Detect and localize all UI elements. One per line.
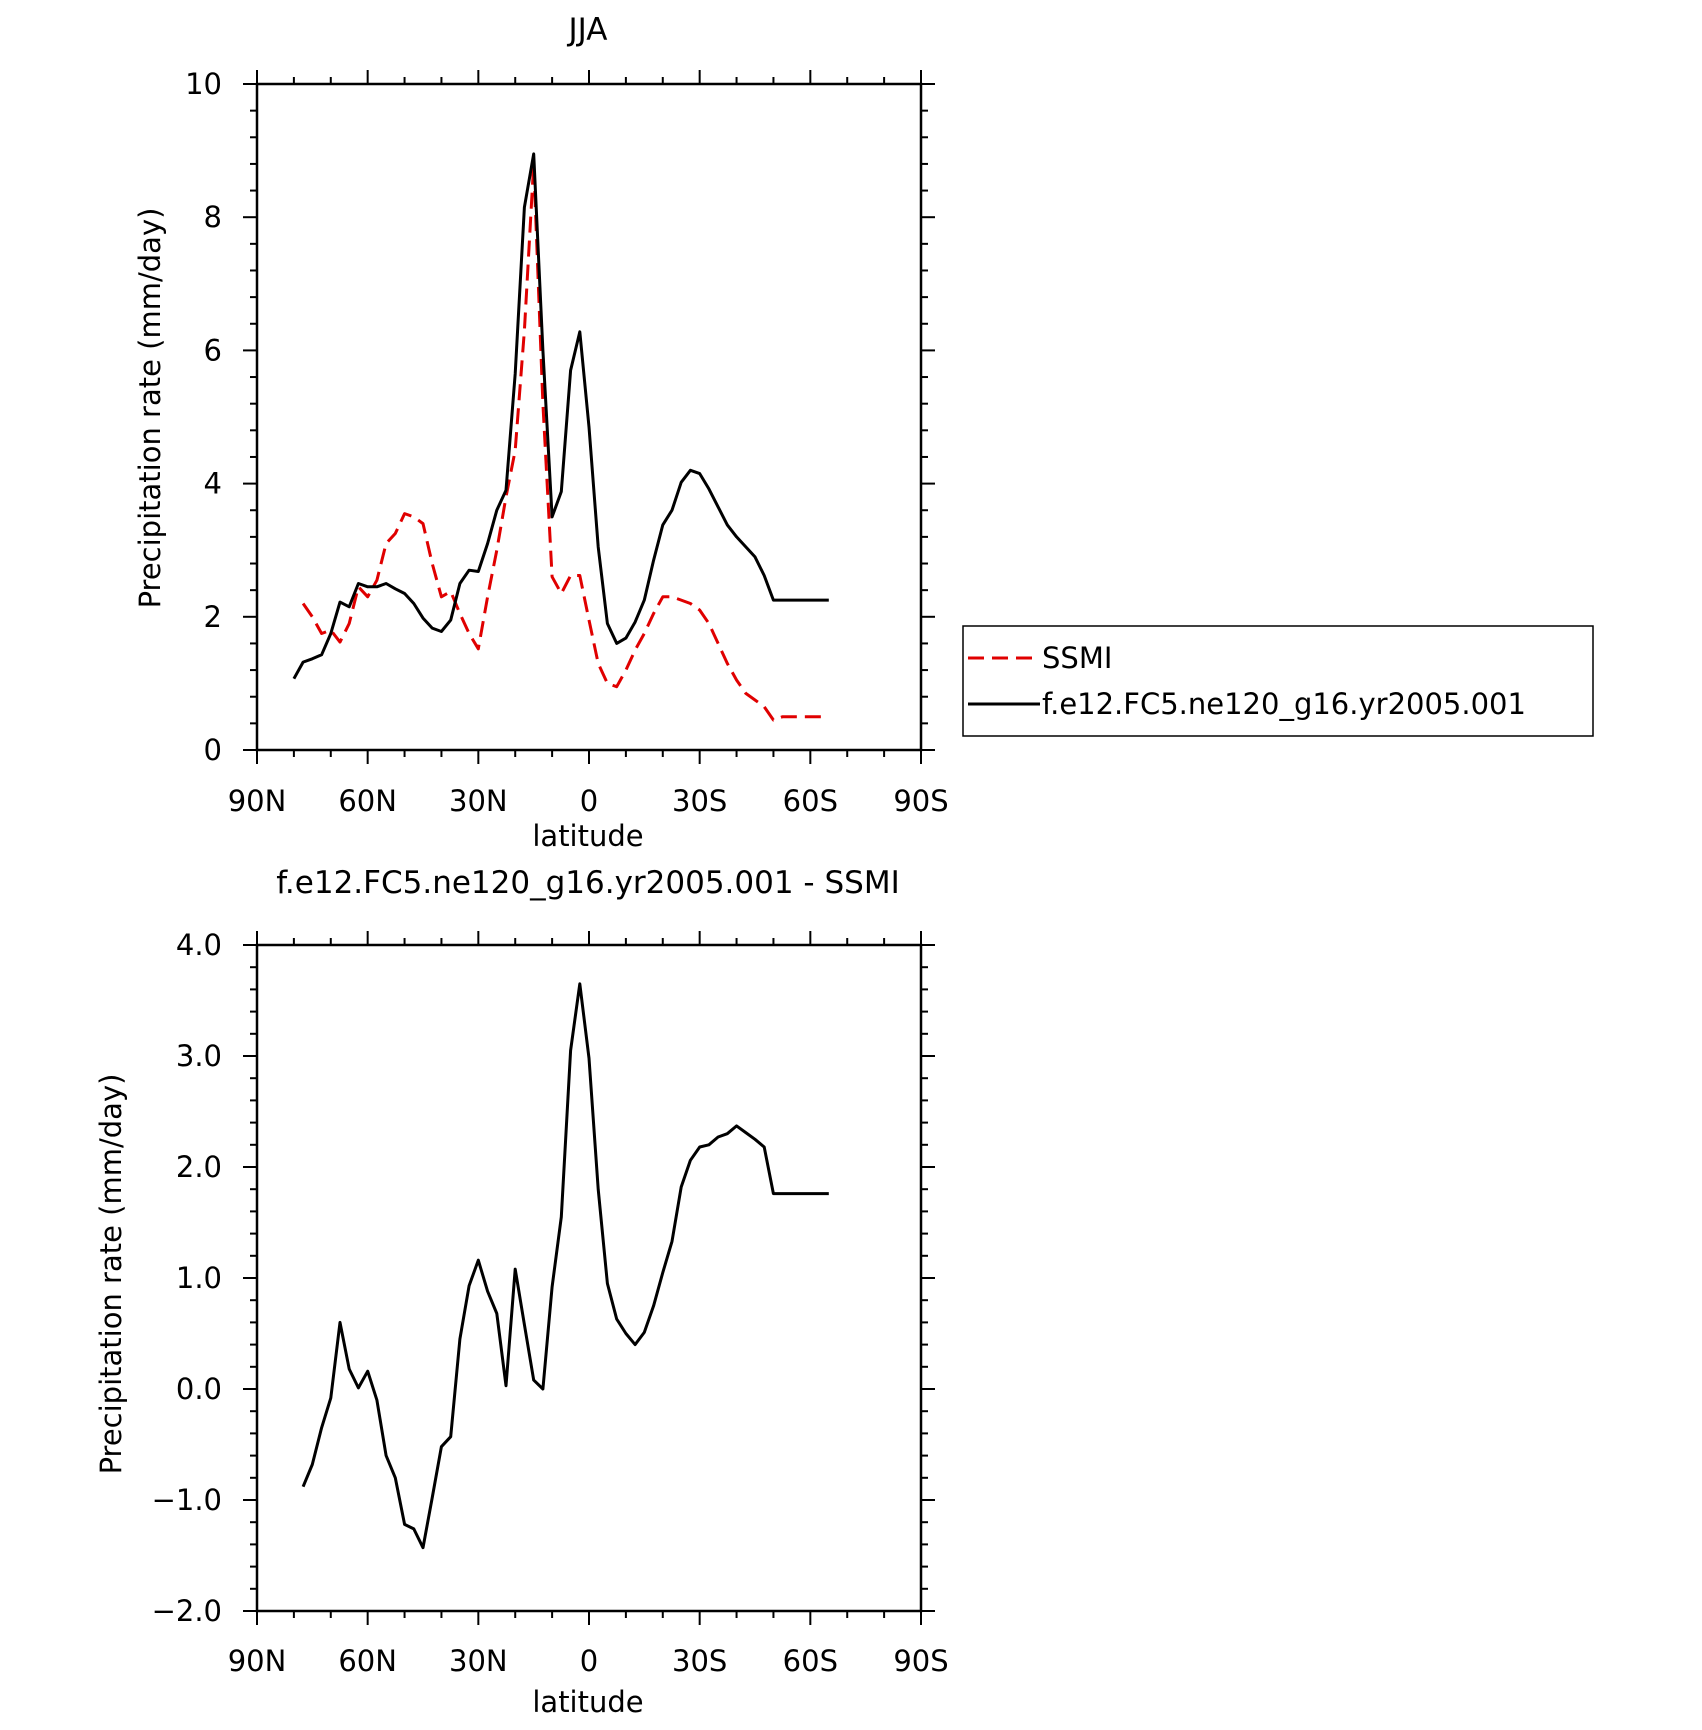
legend-box xyxy=(962,625,1594,737)
x-axis-label: latitude xyxy=(532,819,643,853)
x-tick-label: 90N xyxy=(228,784,287,818)
y-tick-label: 0.0 xyxy=(176,1372,222,1406)
y-tick-label: −2.0 xyxy=(152,1594,222,1628)
y-tick-label: 4 xyxy=(204,467,222,501)
x-tick-label: 90N xyxy=(228,1644,287,1678)
y-tick-label: 1.0 xyxy=(176,1261,222,1295)
y-tick-label: 2.0 xyxy=(176,1150,222,1184)
y-tick-label: 4.0 xyxy=(176,928,222,962)
y-tick-label: −1.0 xyxy=(152,1483,222,1517)
x-tick-label: 30S xyxy=(672,784,727,818)
legend-label-ssmi: SSMI xyxy=(1042,641,1112,675)
y-tick-label: 10 xyxy=(185,67,222,101)
chart-title: JJA xyxy=(567,12,608,48)
x-tick-label: 0 xyxy=(580,784,598,818)
x-tick-label: 0 xyxy=(580,1644,598,1678)
series-line-f-e12-fc5-ne120-g16-yr2005-001 xyxy=(292,152,829,680)
x-tick-label: 60N xyxy=(338,1644,397,1678)
legend-label-model: f.e12.FC5.ne120_g16.yr2005.001 xyxy=(1042,687,1526,721)
x-tick-label: 30S xyxy=(672,1644,727,1678)
plot-frame xyxy=(255,943,923,1613)
plot-area: 90N 60N 30N 0 30S 60S 90S 0 2 4 6 8 10 xyxy=(185,67,949,818)
y-tick-label: 8 xyxy=(204,200,222,234)
chart-title: f.e12.FC5.ne120_g16.yr2005.001 - SSMI xyxy=(276,865,899,901)
series-line-difference xyxy=(301,982,829,1550)
x-axis-label: latitude xyxy=(532,1685,643,1719)
x-tick-label: 30N xyxy=(449,784,508,818)
x-tick-label: 60S xyxy=(783,1644,838,1678)
plot-area: 90N 60N 30N 0 30S 60S 90S −2.0 −1.0 0.0 1.0 2.0 3.0 4… xyxy=(152,928,949,1678)
y-tick-label: 3.0 xyxy=(176,1039,222,1073)
y-tick-label: 0 xyxy=(204,733,222,767)
x-tick-label: 30N xyxy=(449,1644,508,1678)
x-tick-label: 60N xyxy=(338,784,397,818)
panel-difference: f.e12.FC5.ne120_g16.yr2005.001 - SSMI 90… xyxy=(94,865,949,1719)
y-axis-label: Precipitation rate (mm/day) xyxy=(94,1074,128,1475)
x-tick-label: 90S xyxy=(893,784,948,818)
y-tick-label: 6 xyxy=(204,333,222,367)
x-tick-label: 60S xyxy=(783,784,838,818)
legend: SSMI f.e12.FC5.ne120_g16.yr2005.001 xyxy=(962,625,1594,737)
x-tick-label: 90S xyxy=(893,1644,948,1678)
y-tick-label: 2 xyxy=(204,600,222,634)
y-axis-label: Precipitation rate (mm/day) xyxy=(133,208,167,609)
series-line-ssmi xyxy=(301,162,829,722)
